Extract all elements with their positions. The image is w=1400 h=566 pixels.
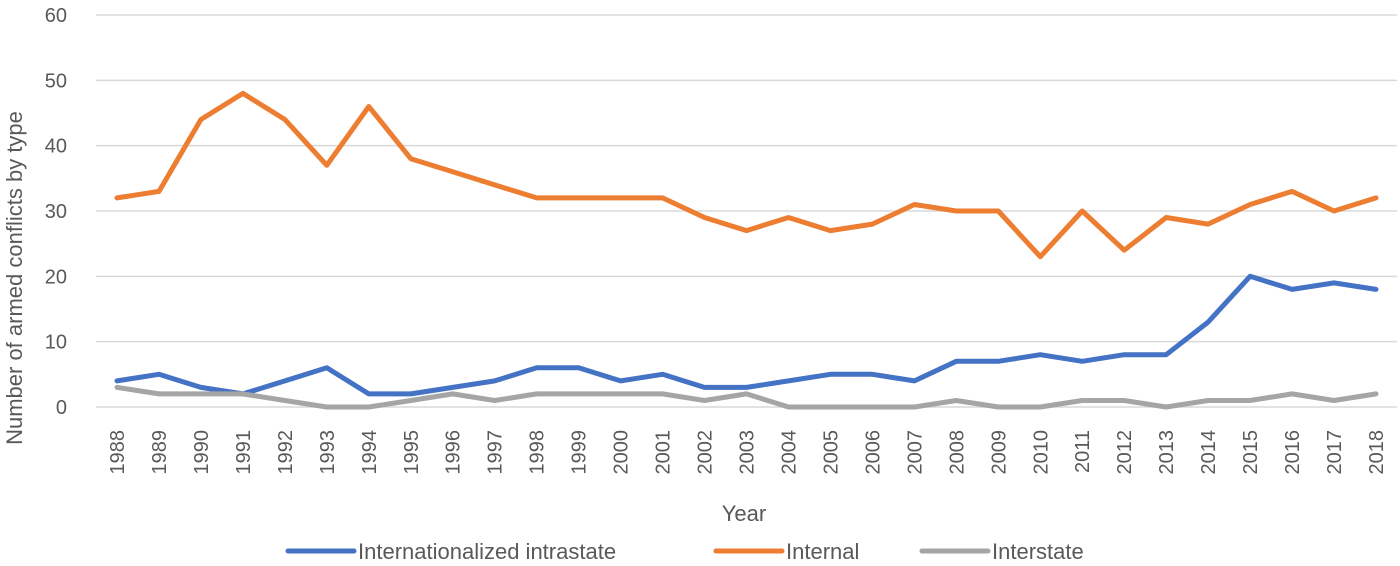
y-tick-label: 50 <box>45 70 67 92</box>
x-tick-label: 1990 <box>191 430 213 475</box>
x-tick-label: 2013 <box>1156 430 1178 475</box>
x-tick-label: 1988 <box>107 430 129 475</box>
x-tick-label: 2012 <box>1114 430 1136 475</box>
y-tick-label: 0 <box>56 397 67 419</box>
x-tick-label: 2005 <box>820 430 842 475</box>
y-tick-label: 10 <box>45 332 67 354</box>
y-tick-label: 30 <box>45 201 67 223</box>
legend-label: Internal <box>786 539 859 564</box>
gridlines <box>96 14 1397 408</box>
x-tick-label: 2001 <box>653 430 675 475</box>
x-tick-label: 2016 <box>1282 430 1304 475</box>
series-line-0 <box>114 273 1379 397</box>
y-axis-title: Number of armed conflicts by type <box>2 111 27 445</box>
x-tick-label: 1993 <box>317 430 339 475</box>
x-tick-label: 1998 <box>527 430 549 475</box>
x-tick-label: 2008 <box>946 430 968 475</box>
x-tick-label: 2018 <box>1366 430 1388 475</box>
x-tick-label: 2017 <box>1324 430 1346 475</box>
x-tick-label: 2011 <box>1072 430 1094 473</box>
legend-label: Interstate <box>992 539 1084 564</box>
x-tick-label: 2007 <box>904 430 926 475</box>
x-tick-label: 2002 <box>695 430 717 475</box>
x-tick-label: 2000 <box>611 430 633 475</box>
x-tick-label: 2010 <box>1030 430 1052 475</box>
x-tick-label: 2006 <box>862 430 884 475</box>
y-tick-label: 40 <box>45 136 67 158</box>
y-tick-label: 60 <box>45 5 67 27</box>
series-line-2 <box>114 384 1379 410</box>
y-tick-label: 20 <box>45 266 67 288</box>
legend-label: Internationalized intrastate <box>358 539 616 564</box>
series-lines <box>114 90 1379 410</box>
x-tick-label: 1992 <box>275 430 297 475</box>
x-tick-label: 1996 <box>443 430 465 475</box>
x-tick-label: 2009 <box>988 430 1010 475</box>
x-tick-label: 1989 <box>149 430 171 475</box>
x-axis-ticks: 1988 1989 1990 1991 1992 1993 1994 1995 1996 1997… <box>107 430 1388 475</box>
x-tick-label: 1991 <box>233 430 255 475</box>
legend: Internationalized intrastate Internal Inte… <box>285 539 1084 564</box>
x-tick-label: 1994 <box>359 430 381 475</box>
x-tick-label: 1999 <box>569 430 591 475</box>
x-tick-label: 2003 <box>737 430 759 475</box>
x-tick-label: 1997 <box>485 430 507 475</box>
x-axis-title: Year <box>722 501 766 526</box>
series-line-1 <box>114 90 1379 260</box>
x-tick-label: 2015 <box>1240 430 1262 475</box>
y-axis-ticks: 0 10 20 30 40 50 60 <box>45 5 67 419</box>
x-tick-label: 2004 <box>778 430 800 475</box>
x-tick-label: 1995 <box>401 430 423 475</box>
x-tick-label: 2014 <box>1198 430 1220 475</box>
